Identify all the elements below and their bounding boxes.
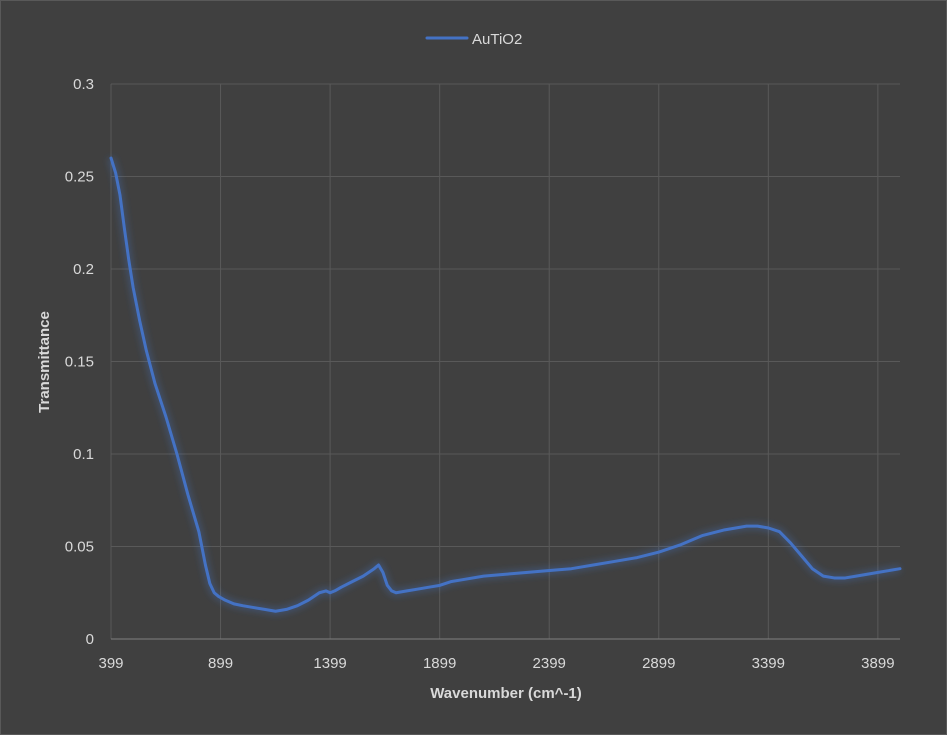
x-tick-label: 1899 — [423, 655, 456, 672]
x-tick-label: 399 — [98, 655, 123, 672]
x-tick-label: 2899 — [642, 655, 675, 672]
y-tick-label: 0.15 — [65, 354, 94, 371]
y-tick-label: 0.1 — [73, 446, 94, 463]
x-tick-label: 2399 — [533, 655, 566, 672]
legend-label: AuTiO2 — [472, 31, 522, 48]
y-tick-label: 0.25 — [65, 169, 94, 186]
series-line — [109, 156, 902, 613]
x-tick-label: 899 — [208, 655, 233, 672]
x-tick-label: 1399 — [313, 655, 346, 672]
x-tick-label: 3899 — [861, 655, 894, 672]
x-axis-title: Wavenumber (cm^-1) — [430, 685, 582, 702]
y-tick-label: 0.3 — [73, 76, 94, 93]
y-tick-label: 0.05 — [65, 539, 94, 556]
y-tick-label: 0 — [86, 631, 94, 648]
y-tick-label: 0.2 — [73, 261, 94, 278]
x-tick-label: 3399 — [752, 655, 785, 672]
y-axis-title: Transmittance — [36, 311, 53, 413]
